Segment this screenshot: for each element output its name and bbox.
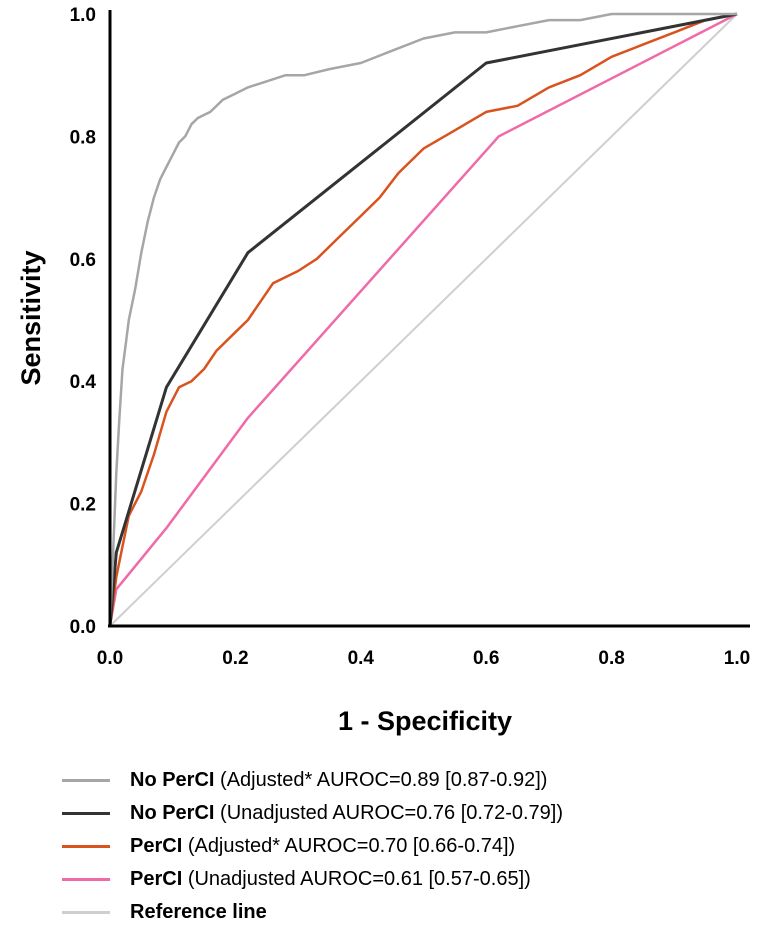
legend-label: PerCI (Unadjusted AUROC=0.61 [0.57-0.65]… bbox=[130, 868, 531, 891]
series-layer bbox=[108, 12, 738, 627]
y-tick-label: 0.6 bbox=[70, 250, 96, 271]
legend-series-detail: (Adjusted* AUROC=0.89 [0.87-0.92]) bbox=[220, 769, 548, 791]
legend-series-detail: (Adjusted* AUROC=0.70 [0.66-0.74]) bbox=[187, 835, 516, 857]
legend-label: PerCI (Adjusted* AUROC=0.70 [0.66-0.74]) bbox=[130, 835, 515, 858]
legend-swatch bbox=[62, 878, 110, 881]
legend-item: Reference line bbox=[62, 896, 752, 929]
x-tick-label: 0.2 bbox=[222, 648, 248, 669]
legend-series-detail: (Unadjusted AUROC=0.61 [0.57-0.65]) bbox=[187, 868, 531, 890]
y-tick-label: 0.0 bbox=[70, 617, 96, 638]
legend-series-detail: (Unadjusted AUROC=0.76 [0.72-0.79]) bbox=[220, 802, 563, 824]
legend-series-name: No PerCI bbox=[130, 802, 215, 824]
perci-adjusted-line bbox=[108, 12, 738, 627]
x-tick-label: 0.0 bbox=[97, 648, 123, 669]
legend-series-name: Reference line bbox=[130, 901, 267, 923]
tick-layer: 0.0 0.2 0.4 0.6 0.8 1.0 0.0 0.2 0.4 0.6 0.8 1.0 bbox=[70, 5, 751, 669]
legend-swatch bbox=[62, 779, 110, 782]
y-tick-label: 0.4 bbox=[70, 372, 97, 393]
legend-series-name: No PerCI bbox=[130, 769, 215, 791]
chart-legend: No PerCI (Adjusted* AUROC=0.89 [0.87-0.9… bbox=[62, 764, 752, 929]
legend-item: No PerCI (Unadjusted AUROC=0.76 [0.72-0.… bbox=[62, 797, 752, 830]
roc-chart: 0.0 0.2 0.4 0.6 0.8 1.0 0.0 0.2 0.4 0.6 0.8 1.0 1 -… bbox=[16, 5, 751, 736]
legend-item: No PerCI (Adjusted* AUROC=0.89 [0.87-0.9… bbox=[62, 764, 752, 797]
x-tick-label: 1.0 bbox=[724, 648, 750, 669]
legend-label: No PerCI (Unadjusted AUROC=0.76 [0.72-0.… bbox=[130, 802, 563, 825]
legend-item: PerCI (Unadjusted AUROC=0.61 [0.57-0.65]… bbox=[62, 863, 752, 896]
legend-label: Reference line bbox=[130, 901, 267, 924]
no-perci-adjusted-line bbox=[108, 12, 737, 627]
y-tick-label: 0.2 bbox=[70, 495, 96, 516]
legend-swatch bbox=[62, 911, 110, 914]
reference-line bbox=[109, 13, 738, 627]
legend-series-name: PerCI bbox=[130, 835, 183, 857]
legend-swatch bbox=[62, 812, 110, 815]
legend-label: No PerCI (Adjusted* AUROC=0.89 [0.87-0.9… bbox=[130, 769, 547, 792]
y-tick-label: 0.8 bbox=[70, 127, 96, 148]
x-tick-label: 0.6 bbox=[473, 648, 499, 669]
y-tick-label: 1.0 bbox=[70, 5, 96, 26]
legend-swatch bbox=[62, 845, 110, 848]
no-perci-unadjusted-line bbox=[108, 12, 738, 627]
legend-series-name: PerCI bbox=[130, 868, 183, 890]
legend-item: PerCI (Adjusted* AUROC=0.70 [0.66-0.74]) bbox=[62, 830, 752, 863]
x-tick-label: 0.8 bbox=[598, 648, 624, 669]
y-axis-title: Sensitivity bbox=[16, 250, 46, 385]
x-axis-title: 1 - Specificity bbox=[338, 706, 512, 736]
x-tick-label: 0.4 bbox=[348, 648, 375, 669]
perci-unadjusted-line bbox=[108, 12, 738, 627]
